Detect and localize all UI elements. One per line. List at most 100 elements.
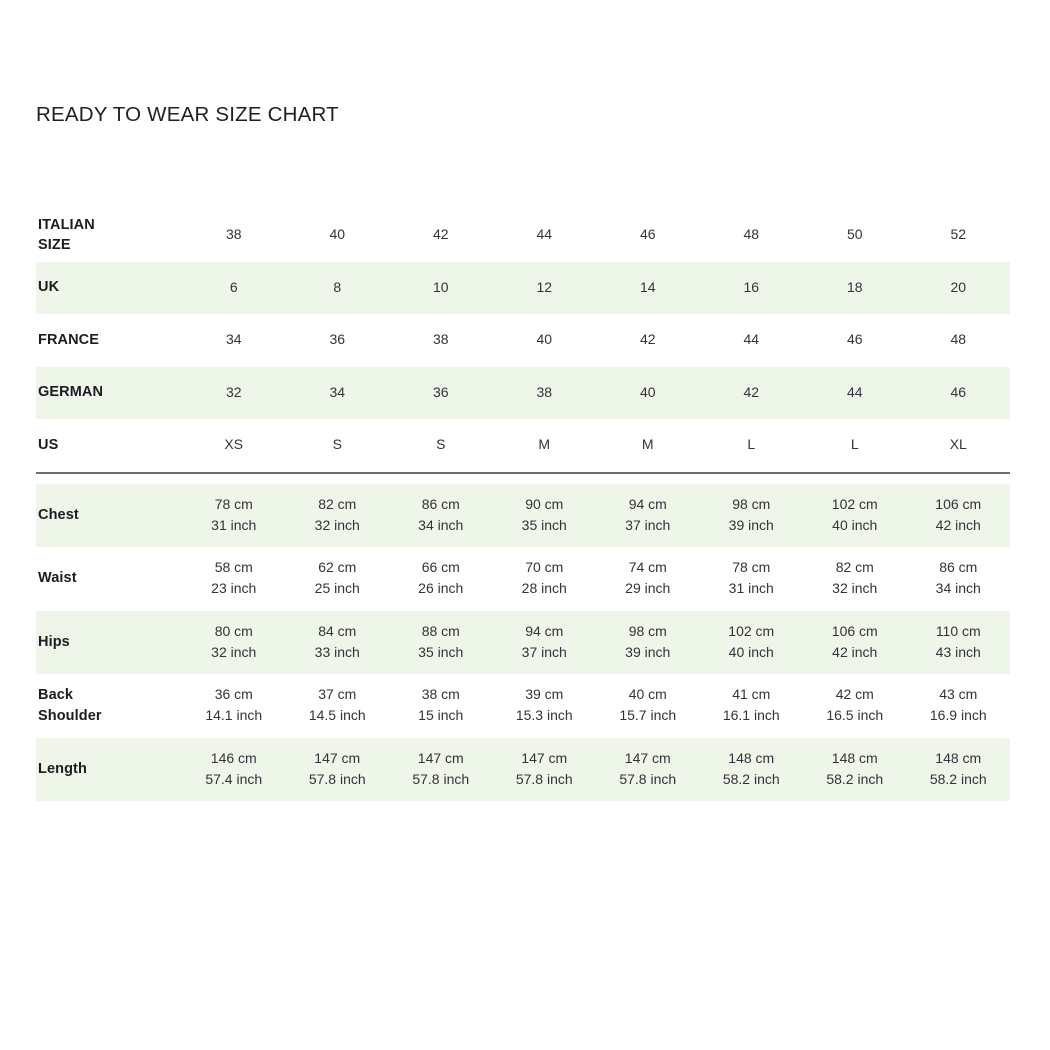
value-inch: 16.9 inch: [929, 707, 987, 724]
measurements-body: Chest 78 cm 31 inch 82 cm 32 inch 86 cm 34 inc…: [36, 483, 1011, 802]
cell-uk-4: 14: [639, 278, 656, 295]
cell-chest-6: 102 cm 40 inch: [803, 484, 907, 548]
row-label-german: GERMAN: [36, 367, 182, 420]
value-inch: 28 inch: [521, 580, 567, 597]
cell-german-4: 40: [639, 383, 656, 400]
cell-length-5: 148 cm 58.2 inch: [700, 738, 804, 802]
value-cm: 94 cm: [525, 622, 564, 639]
value-cm: 74 cm: [628, 559, 667, 576]
value-cm: 148 cm: [728, 749, 775, 766]
value-cm: 66 cm: [421, 559, 460, 576]
cell-uk-5: 16: [743, 278, 760, 295]
value-inch: 31 inch: [728, 580, 774, 597]
cell-back-shoulder-1: 37 cm 14.5 inch: [286, 674, 390, 738]
cell-length-1: 147 cm 57.8 inch: [286, 738, 390, 802]
value-inch: 16.1 inch: [722, 707, 780, 724]
table-row: UK 6 8 10 12 14 16 18 20: [36, 261, 1010, 315]
cell-german-5: 42: [743, 383, 760, 400]
cell-chest-7: 106 cm 42 inch: [907, 484, 1011, 548]
cell-length-0: 146 cm 57.4 inch: [182, 738, 286, 802]
cell-length-4: 147 cm 57.8 inch: [596, 738, 700, 802]
cell-hips-4: 98 cm 39 inch: [596, 611, 700, 675]
cell-chest-1: 82 cm 32 inch: [286, 484, 390, 548]
cell-france-4: 42: [639, 331, 656, 348]
cell-chest-4: 94 cm 37 inch: [596, 484, 700, 548]
cell-german-7: 46: [950, 383, 967, 400]
size-conversion-table: ITALIAN SIZE 38 40 42 44 46 48 50 52 UK 6 8 10 12 14 16 1…: [36, 209, 1010, 472]
cell-chest-5: 98 cm 39 inch: [700, 484, 804, 548]
value-inch: 32 inch: [314, 516, 360, 533]
value-cm: 36 cm: [214, 686, 253, 703]
value-cm: 39 cm: [525, 686, 564, 703]
cell-waist-3: 70 cm 28 inch: [493, 547, 597, 611]
value-inch: 58.2 inch: [722, 770, 780, 787]
cell-hips-3: 94 cm 37 inch: [493, 611, 597, 675]
cell-italian-size-3: 44: [536, 226, 553, 243]
cell-german-2: 36: [432, 383, 449, 400]
cell-german-3: 38: [536, 383, 553, 400]
cell-german-0: 32: [225, 383, 242, 400]
cell-waist-7: 86 cm 34 inch: [907, 547, 1011, 611]
value-cm: 147 cm: [624, 749, 671, 766]
value-cm: 40 cm: [628, 686, 667, 703]
cell-uk-3: 12: [536, 278, 553, 295]
value-cm: 78 cm: [214, 495, 253, 512]
row-label-italian-size: ITALIAN SIZE: [36, 209, 182, 262]
value-inch: 57.8 inch: [619, 770, 677, 787]
value-inch: 57.4 inch: [205, 770, 263, 787]
value-inch: 42 inch: [832, 643, 878, 660]
value-cm: 80 cm: [214, 622, 253, 639]
value-inch: 37 inch: [521, 643, 567, 660]
value-inch: 57.8 inch: [308, 770, 366, 787]
size-chart-table: ITALIAN SIZE 38 40 42 44 46 48 50 52 UK 6 8 10 12 14 16 1…: [36, 209, 1010, 801]
cell-chest-2: 86 cm 34 inch: [389, 484, 493, 548]
cell-length-7: 148 cm 58.2 inch: [907, 738, 1011, 802]
cell-waist-0: 58 cm 23 inch: [182, 547, 286, 611]
value-inch: 33 inch: [314, 643, 360, 660]
cell-italian-size-6: 50: [846, 226, 863, 243]
table-row: Waist 58 cm 23 inch 62 cm 25 inch 66 cm 26 inc…: [36, 547, 1010, 611]
value-inch: 37 inch: [625, 516, 671, 533]
cell-italian-size-1: 40: [329, 226, 346, 243]
cell-hips-2: 88 cm 35 inch: [389, 611, 493, 675]
cell-hips-5: 102 cm 40 inch: [700, 611, 804, 675]
value-cm: 146 cm: [210, 749, 257, 766]
value-inch: 34 inch: [935, 580, 981, 597]
value-cm: 78 cm: [732, 559, 771, 576]
value-inch: 35 inch: [418, 643, 464, 660]
cell-us-0: XS: [224, 436, 244, 453]
cell-uk-7: 20: [950, 278, 967, 295]
value-inch: 58.2 inch: [826, 770, 884, 787]
value-cm: 106 cm: [935, 495, 982, 512]
row-label-line: Chest: [38, 506, 79, 523]
value-cm: 84 cm: [318, 622, 357, 639]
cell-france-3: 40: [536, 331, 553, 348]
cell-hips-1: 84 cm 33 inch: [286, 611, 390, 675]
row-label-line: US: [38, 436, 59, 453]
row-label-line: Back: [38, 687, 74, 704]
value-cm: 90 cm: [525, 495, 564, 512]
value-inch: 31 inch: [211, 516, 257, 533]
cell-back-shoulder-2: 38 cm 15 inch: [389, 674, 493, 738]
cell-chest-0: 78 cm 31 inch: [182, 484, 286, 548]
value-cm: 94 cm: [628, 495, 667, 512]
value-cm: 38 cm: [421, 686, 460, 703]
cell-back-shoulder-4: 40 cm 15.7 inch: [596, 674, 700, 738]
cell-us-2: S: [436, 436, 446, 453]
row-label-france: FRANCE: [36, 314, 182, 367]
value-inch: 29 inch: [625, 580, 671, 597]
size-conversion-body: ITALIAN SIZE 38 40 42 44 46 48 50 52 UK 6 8 10 12 14 16 1…: [36, 209, 1010, 472]
cell-us-1: S: [332, 436, 342, 453]
cell-us-3: M: [538, 436, 551, 453]
row-label-line: Length: [38, 760, 87, 777]
value-inch: 32 inch: [211, 643, 257, 660]
cell-length-2: 147 cm 57.8 inch: [389, 738, 493, 802]
value-inch: 35 inch: [521, 516, 567, 533]
cell-hips-0: 80 cm 32 inch: [182, 611, 286, 675]
cell-hips-7: 110 cm 43 inch: [907, 611, 1011, 675]
table-row: US XS S S M M L L XL: [36, 419, 1010, 472]
row-label-uk: UK: [36, 262, 182, 315]
cell-german-6: 44: [846, 383, 863, 400]
value-inch: 34 inch: [418, 516, 464, 533]
value-cm: 70 cm: [525, 559, 564, 576]
